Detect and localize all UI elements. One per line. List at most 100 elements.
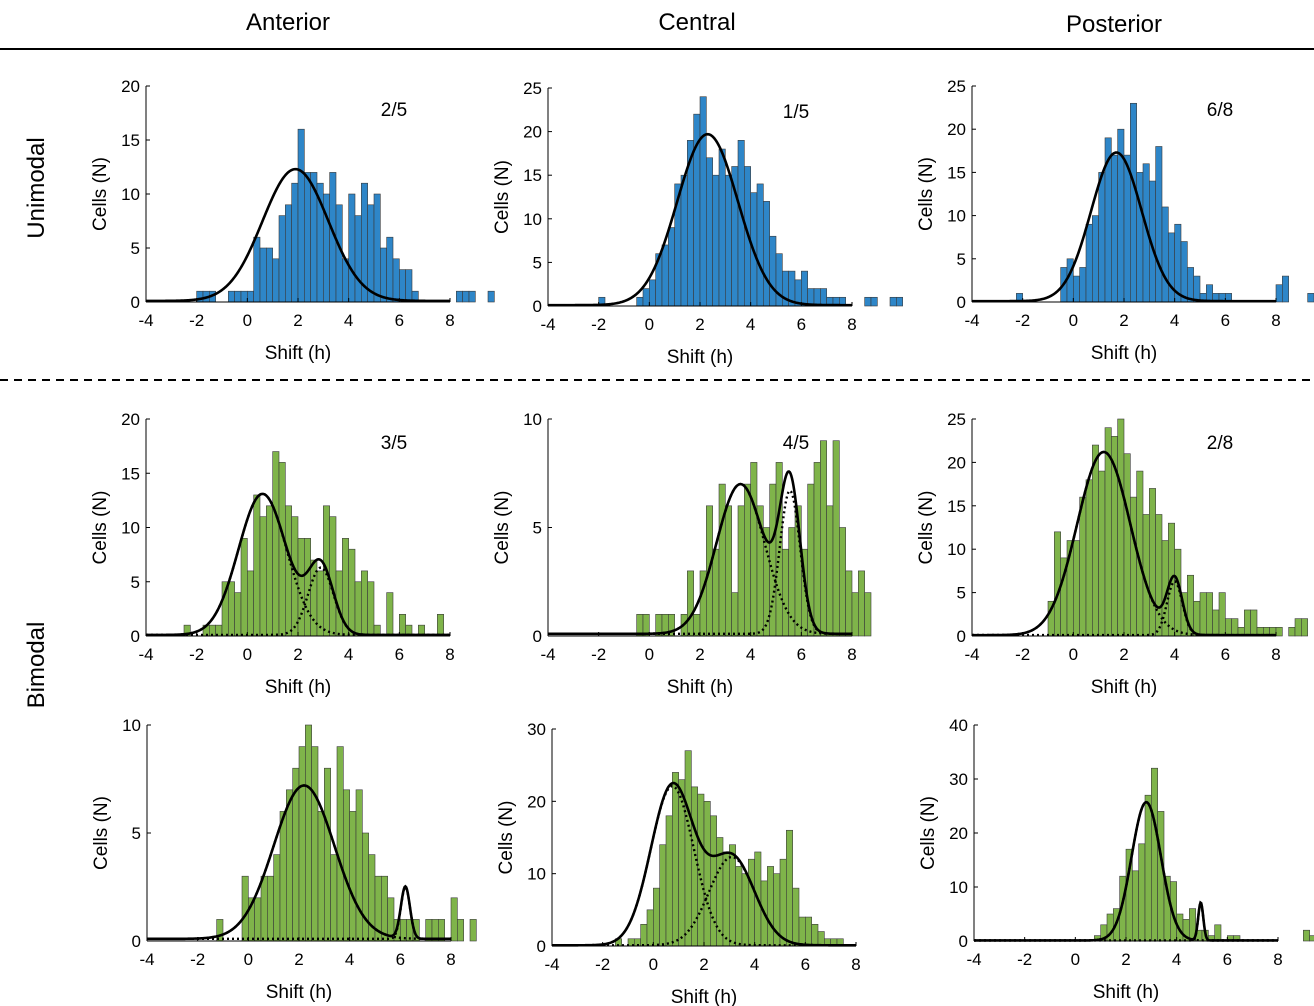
- histogram-bar: [1218, 592, 1226, 637]
- histogram-bar: [259, 516, 267, 637]
- histogram-bar: [1180, 241, 1188, 303]
- y-tick-label: 10: [121, 185, 140, 204]
- y-tick-label: 10: [947, 207, 966, 226]
- histogram-bar: [1275, 284, 1283, 303]
- histogram-bar: [678, 779, 686, 947]
- x-tick-label: -2: [190, 950, 205, 969]
- histogram-bar: [741, 873, 749, 947]
- histogram-bar: [247, 570, 254, 637]
- histogram-bar: [763, 201, 770, 307]
- panel-annotation: 2/8: [1207, 433, 1233, 454]
- histogram-bar: [782, 548, 789, 637]
- histogram-bar: [1161, 206, 1169, 303]
- x-tick-label: -4: [138, 311, 153, 330]
- x-tick-label: 6: [1221, 311, 1230, 330]
- histogram-bar: [1085, 479, 1093, 637]
- x-tick-label: 4: [746, 645, 755, 664]
- x-tick-label: 0: [1069, 645, 1078, 664]
- panel-annotation: 6/8: [1207, 100, 1233, 121]
- x-tick-label: 0: [645, 645, 654, 664]
- y-tick-label: 30: [949, 770, 968, 789]
- x-tick-label: 8: [446, 950, 455, 969]
- histogram-bar: [1138, 843, 1146, 942]
- histogram-bar: [234, 290, 242, 303]
- histogram-bar: [285, 204, 292, 303]
- histogram-bar: [1117, 418, 1125, 637]
- histogram-bar: [450, 897, 458, 942]
- x-tick-label: 8: [445, 311, 454, 330]
- histogram-bar: [1301, 618, 1308, 637]
- y-tick-label: 5: [533, 519, 542, 538]
- x-tick-label: 2: [699, 955, 708, 974]
- histogram-bar: [305, 724, 312, 942]
- y-tick-label: 10: [122, 716, 141, 735]
- histogram-bar: [826, 505, 834, 637]
- histogram-bar: [272, 451, 280, 637]
- x-tick-label: 4: [1172, 950, 1181, 969]
- x-axis-label: Shift (h): [265, 343, 332, 364]
- histogram-bar: [234, 592, 242, 637]
- histogram-bar: [1206, 284, 1213, 303]
- histogram-bar: [1206, 592, 1213, 637]
- histogram-bar: [792, 887, 800, 947]
- y-tick-label: 20: [121, 77, 140, 96]
- histogram-bar: [1079, 496, 1087, 637]
- histogram-bar: [767, 866, 774, 947]
- y-tick-label: 10: [947, 540, 966, 559]
- x-axis-label: Shift (h): [1091, 343, 1158, 364]
- x-tick-label: 6: [396, 950, 405, 969]
- x-tick-label: 2: [294, 950, 303, 969]
- histogram-bar: [1054, 531, 1061, 637]
- y-tick-label: 15: [121, 131, 140, 150]
- histogram-bar: [845, 570, 853, 637]
- x-tick-label: 4: [746, 315, 755, 334]
- histogram-bar: [286, 789, 293, 942]
- x-axis-label: Shift (h): [265, 677, 332, 698]
- y-tick-label: 15: [947, 163, 966, 182]
- histogram-bar: [1193, 275, 1201, 303]
- x-tick-label: -4: [138, 645, 153, 664]
- histogram-bar: [381, 875, 388, 942]
- histogram-bar: [735, 866, 743, 947]
- y-tick-label: 10: [527, 865, 546, 884]
- y-tick-label: 20: [949, 824, 968, 843]
- histogram-bar: [718, 483, 726, 637]
- histogram-bar: [1309, 935, 1314, 942]
- y-tick-label: 5: [957, 250, 966, 269]
- histogram-bar: [469, 919, 477, 942]
- histogram-panel: -4 -2 0 2 4 6 8 0 5 10 Shift (h) Cells (N) 4/5: [492, 410, 872, 698]
- histogram-bar: [386, 592, 394, 637]
- histogram-bar: [775, 253, 783, 307]
- histogram-bar: [864, 592, 872, 637]
- x-tick-label: -4: [544, 955, 559, 974]
- x-tick-label: 2: [1119, 311, 1128, 330]
- histogram-bar: [1092, 215, 1099, 303]
- histogram-bar: [304, 172, 311, 303]
- y-tick-label: 0: [131, 627, 140, 646]
- histogram-bar: [839, 527, 846, 637]
- histogram-bar: [240, 538, 248, 637]
- histogram-panel: -4 -2 0 2 4 6 8 0 5 10 Shift (h) Cells (N): [91, 716, 477, 1003]
- histogram-bar: [763, 527, 770, 637]
- x-tick-label: 6: [797, 645, 806, 664]
- x-tick-label: 2: [1119, 645, 1128, 664]
- y-tick-label: 20: [947, 453, 966, 472]
- histogram-bar: [684, 750, 692, 947]
- y-axis-label: Cells (N): [90, 491, 111, 565]
- y-tick-label: 0: [957, 627, 966, 646]
- histogram-bar: [1136, 172, 1144, 303]
- panel-annotation: 2/5: [381, 100, 407, 121]
- histogram-bar: [769, 483, 777, 637]
- x-tick-label: -4: [964, 645, 979, 664]
- x-axis-label: Shift (h): [671, 987, 738, 1006]
- histogram-bar: [649, 279, 656, 307]
- histogram-bar: [487, 290, 495, 303]
- histogram-bar: [699, 96, 707, 307]
- y-tick-label: 0: [533, 297, 542, 316]
- histogram-bar: [1282, 275, 1289, 303]
- histogram-bar: [864, 296, 872, 307]
- histogram-bar: [817, 931, 825, 947]
- histogram-bar: [1275, 627, 1283, 637]
- histogram-bar: [1214, 924, 1222, 942]
